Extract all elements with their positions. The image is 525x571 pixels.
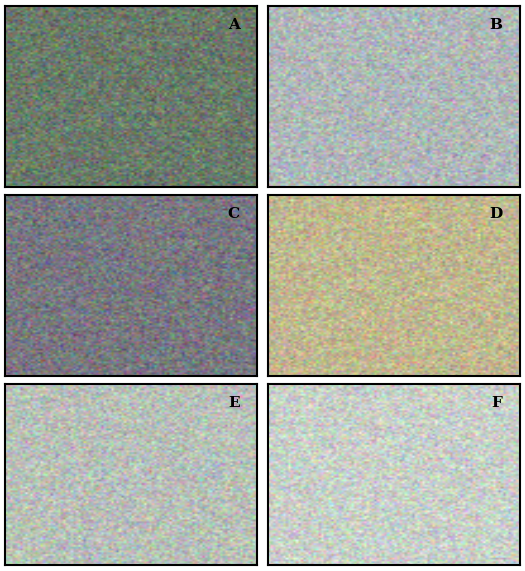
Text: C: C <box>228 207 240 222</box>
Text: F: F <box>491 396 502 411</box>
Text: E: E <box>228 396 240 411</box>
Text: A: A <box>228 18 240 33</box>
Text: D: D <box>489 207 502 222</box>
Text: B: B <box>489 18 502 33</box>
